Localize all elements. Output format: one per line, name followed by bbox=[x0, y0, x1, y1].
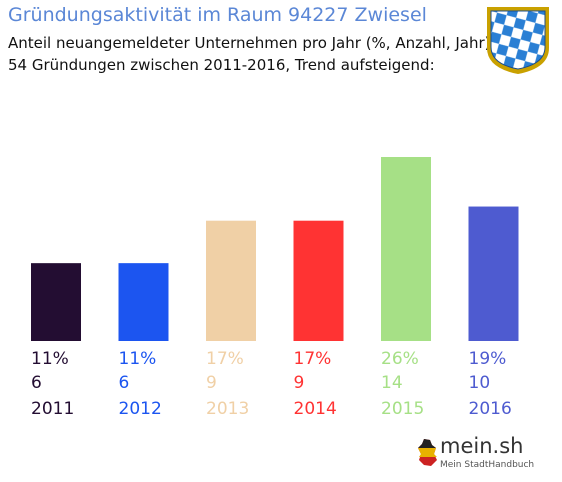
chart-subtitle: Anteil neuangemeldeter Unternehmen pro J… bbox=[8, 34, 491, 52]
count-label-2016: 10 bbox=[469, 373, 491, 393]
brand-logo[interactable]: mein.sh Mein StadtHandbuch bbox=[412, 432, 534, 476]
year-label-2013: 2013 bbox=[206, 399, 249, 419]
count-label-2013: 9 bbox=[206, 373, 217, 393]
bar-2015 bbox=[381, 157, 431, 341]
brand-name: mein.sh bbox=[440, 434, 524, 458]
count-label-2014: 9 bbox=[294, 373, 305, 393]
year-label-2012: 2012 bbox=[119, 399, 162, 419]
bar-2013 bbox=[206, 220, 256, 341]
year-label-2016: 2016 bbox=[469, 399, 512, 419]
count-label-2012: 6 bbox=[119, 373, 130, 393]
bar-2014 bbox=[293, 220, 344, 341]
percent-label-2013: 17% bbox=[206, 349, 244, 369]
count-label-2015: 14 bbox=[381, 373, 403, 393]
year-label-2014: 2014 bbox=[294, 399, 337, 419]
count-label-2011: 6 bbox=[31, 373, 42, 393]
percent-label-2014: 17% bbox=[294, 349, 332, 369]
brand-tagline: Mein StadtHandbuch bbox=[440, 460, 535, 470]
germany-map-icon bbox=[418, 439, 437, 466]
percent-label-2016: 19% bbox=[469, 349, 507, 369]
percent-label-2011: 11% bbox=[31, 349, 69, 369]
chart-title: Gründungsaktivität im Raum 94227 Zwiesel bbox=[8, 4, 427, 26]
year-label-2015: 2015 bbox=[381, 399, 424, 419]
bar-2012 bbox=[118, 263, 169, 341]
bar-2011 bbox=[31, 263, 81, 341]
bar-2016 bbox=[468, 206, 519, 341]
percent-label-2012: 11% bbox=[119, 349, 157, 369]
bavaria-lozenge-coat-of-arms-icon bbox=[487, 7, 549, 74]
percent-label-2015: 26% bbox=[381, 349, 419, 369]
year-label-2011: 2011 bbox=[31, 399, 74, 419]
chart-summary: 54 Gründungen zwischen 2011-2016, Trend … bbox=[8, 56, 435, 74]
